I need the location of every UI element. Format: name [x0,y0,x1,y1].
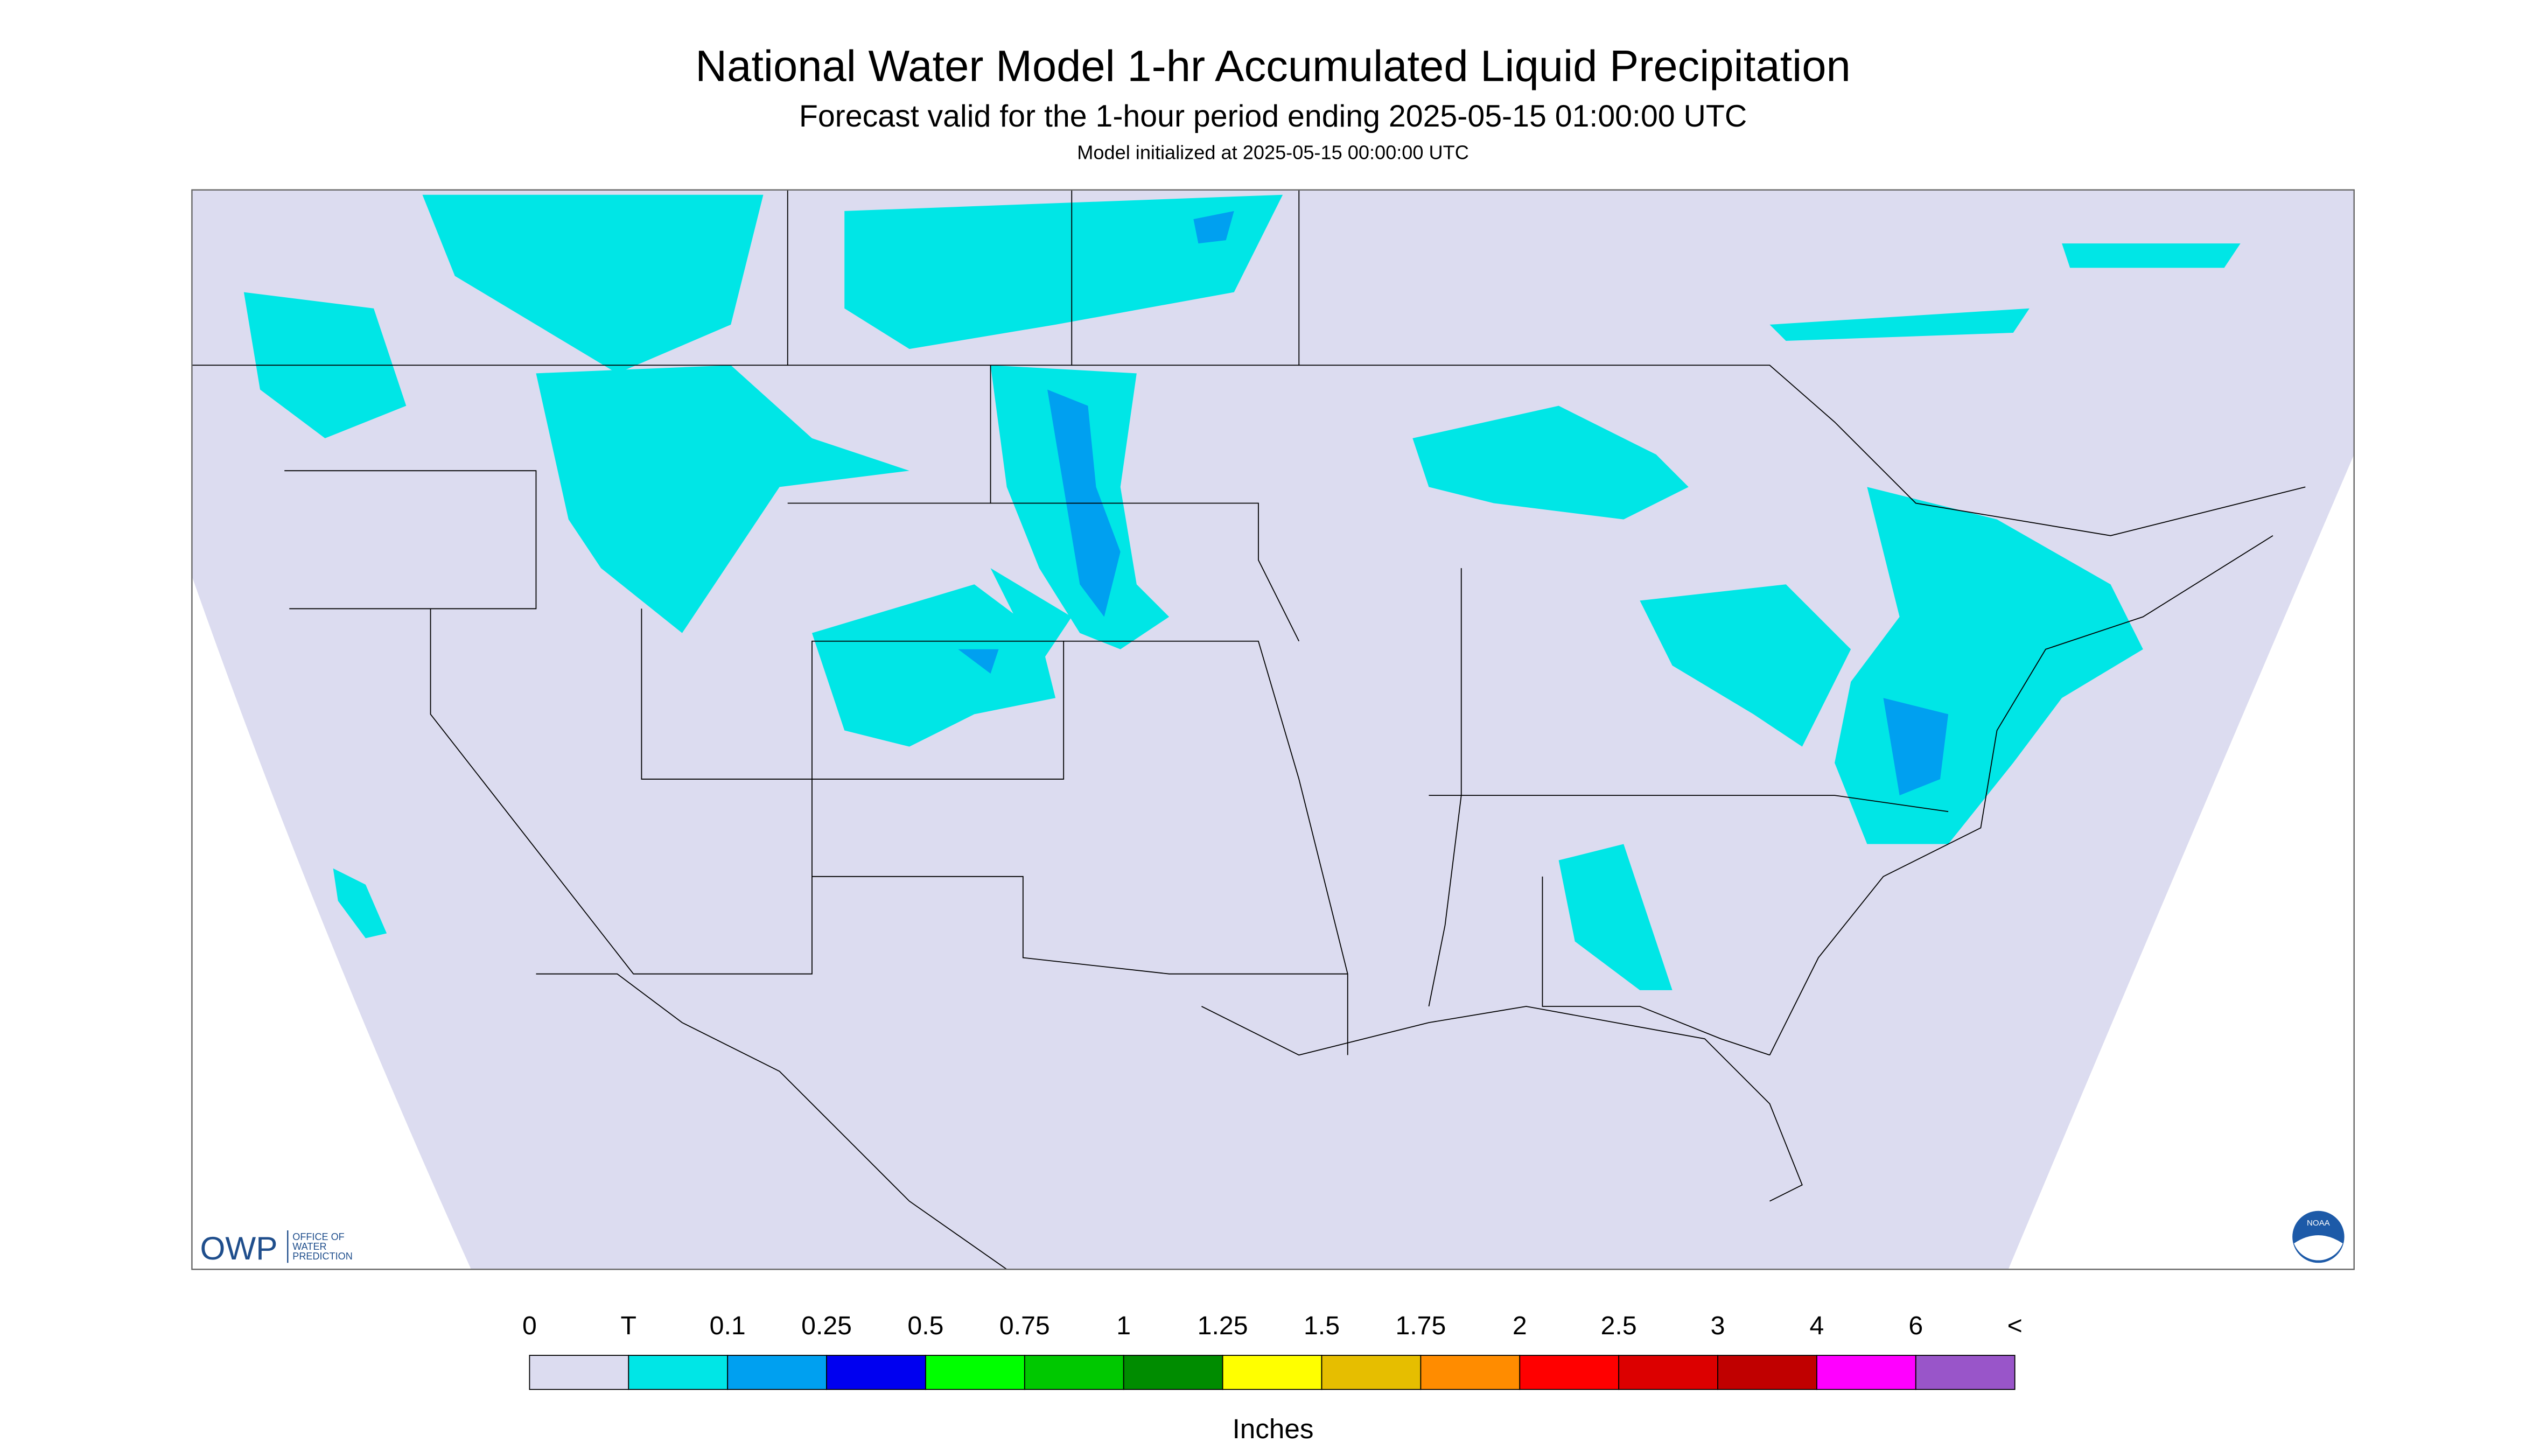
legend-swatch [1618,1355,1718,1390]
map-frame [191,189,2355,1270]
init-note: Model initialized at 2025-05-15 00:00:00… [1077,141,1469,163]
legend-swatch [1123,1355,1223,1390]
precip-areas [243,194,2241,990]
legend-label: 0.5 [907,1311,943,1340]
legend-swatch [925,1355,1025,1390]
legend-swatch [1915,1355,2016,1390]
legend-swatch [529,1355,629,1390]
legend-label: 1.5 [1304,1311,1340,1340]
owp-name-3: PREDICTION [292,1251,353,1262]
legend-label: 2 [1513,1311,1527,1340]
legend-swatch [1222,1355,1323,1390]
legend-label: 2.5 [1601,1311,1637,1340]
legend-label: T [621,1311,636,1340]
legend-label: 0.75 [999,1311,1050,1340]
legend-label: 0 [522,1311,537,1340]
legend-swatch [1420,1355,1521,1390]
legend-swatch [826,1355,926,1390]
legend-label: 6 [1908,1311,1923,1340]
legend-swatch [1816,1355,1916,1390]
noaa-text: NOAA [2307,1219,2331,1228]
legend-swatch [1321,1355,1422,1390]
legend-label: 0.25 [801,1311,852,1340]
legend-swatch [727,1355,827,1390]
boundaries [192,190,2306,1270]
legend-unit: Inches [1233,1413,1314,1444]
legend-label: 1 [1116,1311,1131,1340]
owp-name-2: WATER [292,1241,326,1252]
legend-swatch [1519,1355,1620,1390]
legend: 0 T 0.1 0.25 0.5 0.75 1 1.25 1.5 1.75 2 2.5 3 4 6 < [522,1311,2023,1390]
legend-label: 1.25 [1198,1311,1248,1340]
map: OWP OFFICE OF WATER PREDICTION NOAA [191,189,2355,1270]
legend-swatch [628,1355,729,1390]
legend-label: < [2007,1311,2023,1340]
owp-name-1: OFFICE OF [292,1231,344,1242]
legend-label: 4 [1809,1311,1824,1340]
legend-label: 3 [1711,1311,1725,1340]
title: National Water Model 1-hr Accumulated Li… [695,42,1850,91]
owp-logo: OWP [200,1230,277,1266]
legend-swatch [1717,1355,1817,1390]
legend-swatch [1024,1355,1124,1390]
legend-label: 0.1 [710,1311,746,1340]
subtitle: Forecast valid for the 1-hour period end… [799,99,1747,134]
legend-label: 1.75 [1395,1311,1446,1340]
noaa-logo-wave [2294,1235,2343,1261]
